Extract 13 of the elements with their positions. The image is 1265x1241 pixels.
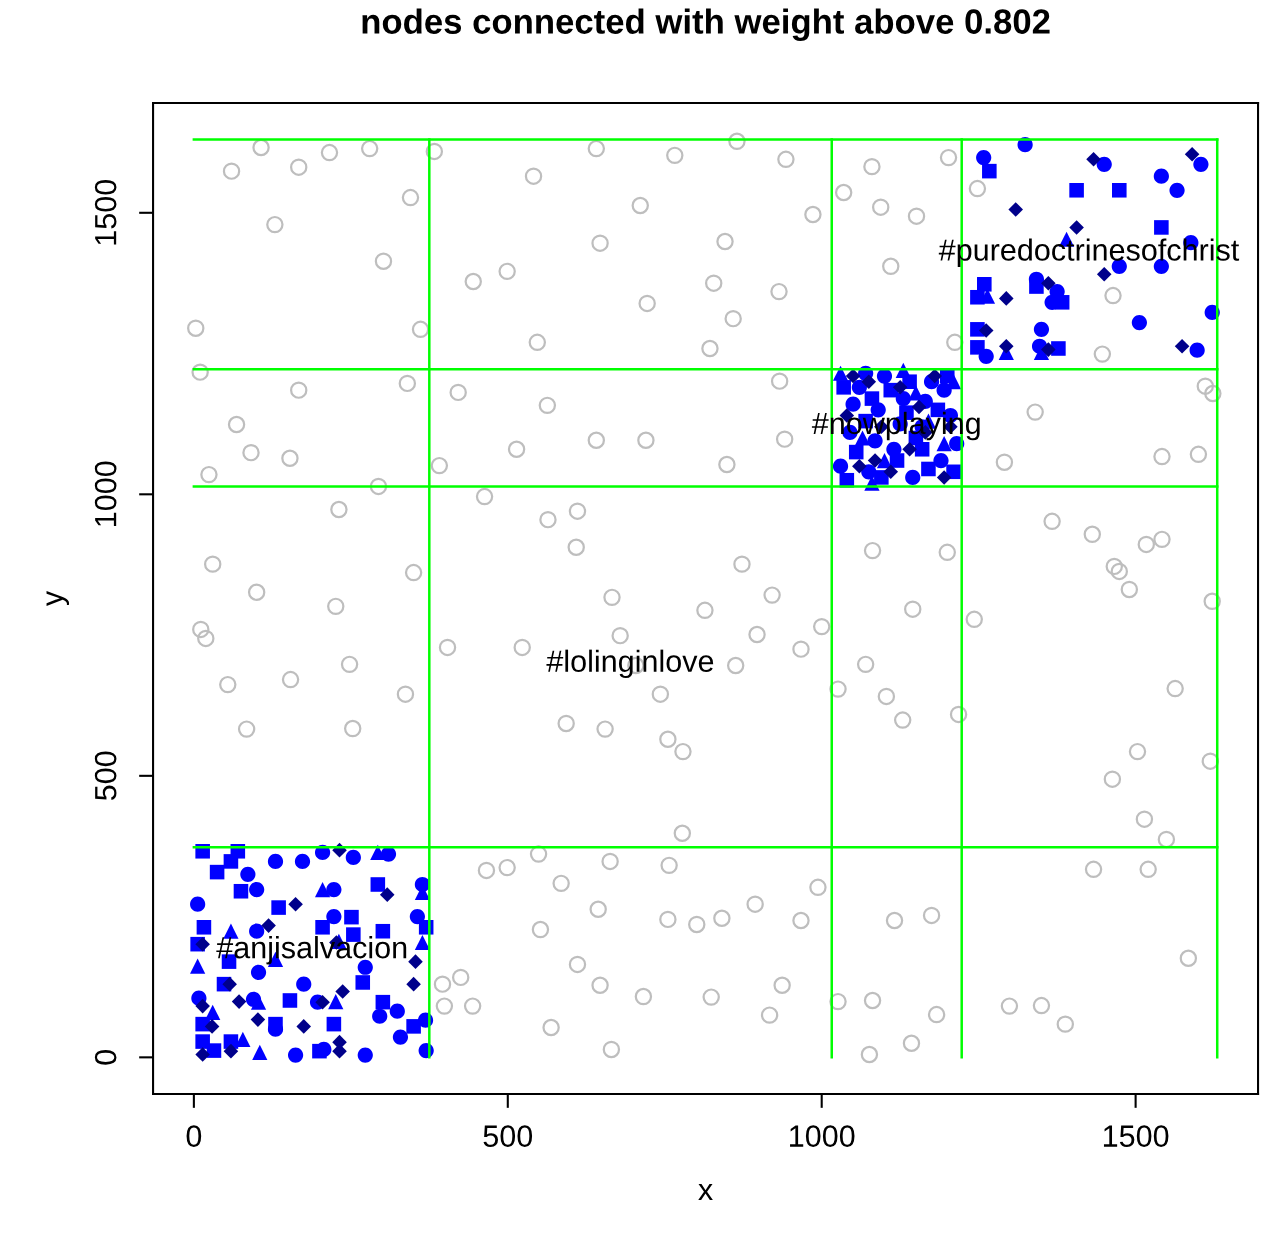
chart-title: nodes connected with weight above 0.802 xyxy=(362,8,1050,41)
y-tick-label: 1000 xyxy=(94,461,117,526)
x-tick-label: 1000 xyxy=(790,1125,855,1147)
annotation: #anjisalvacion xyxy=(216,936,407,965)
x-tick-label: 500 xyxy=(483,1125,533,1147)
y-tick-label: 1500 xyxy=(94,180,117,245)
y-axis-title: y xyxy=(46,590,70,607)
x-tick-label: 0 xyxy=(186,1125,202,1147)
x-axis-title: x xyxy=(698,1183,713,1201)
y-tick-label: 500 xyxy=(94,751,117,801)
annotation: #lolinginlove xyxy=(546,649,714,679)
y-tick-label: 0 xyxy=(94,1050,117,1065)
x-tick-label: 1500 xyxy=(1103,1125,1169,1147)
